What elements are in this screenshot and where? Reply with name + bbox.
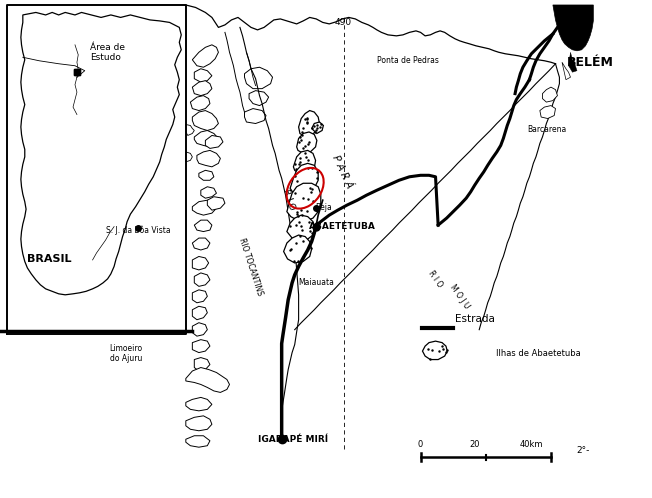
- Polygon shape: [249, 91, 269, 106]
- Text: Beja: Beja: [316, 203, 333, 212]
- Text: Limoeiro
do Ajuru: Limoeiro do Ajuru: [110, 344, 142, 363]
- Text: RIO TOCANTINS: RIO TOCANTINS: [237, 237, 265, 296]
- Polygon shape: [194, 358, 210, 371]
- Polygon shape: [190, 96, 210, 111]
- Polygon shape: [197, 150, 220, 167]
- Text: ABAETETUBA: ABAETETUBA: [309, 222, 376, 231]
- Polygon shape: [244, 67, 273, 89]
- Polygon shape: [553, 5, 593, 51]
- Polygon shape: [312, 122, 323, 133]
- Text: IGARAPÉ MIRÍ: IGARAPÉ MIRÍ: [258, 435, 329, 444]
- Text: Barcarena: Barcarena: [527, 125, 566, 134]
- Text: 0: 0: [418, 440, 423, 449]
- Polygon shape: [186, 368, 230, 392]
- Polygon shape: [21, 12, 181, 295]
- Polygon shape: [192, 200, 216, 215]
- Polygon shape: [569, 52, 577, 72]
- Polygon shape: [562, 62, 570, 80]
- Polygon shape: [186, 416, 212, 431]
- Text: R I O: R I O: [281, 188, 297, 211]
- Polygon shape: [192, 256, 209, 270]
- Text: Estrada: Estrada: [454, 314, 495, 324]
- Polygon shape: [194, 220, 212, 232]
- Polygon shape: [186, 436, 210, 447]
- Polygon shape: [205, 135, 223, 148]
- Polygon shape: [194, 69, 212, 82]
- Polygon shape: [290, 163, 318, 195]
- Polygon shape: [287, 183, 321, 221]
- Polygon shape: [186, 397, 212, 411]
- Text: S. J. da Bôa Vista: S. J. da Bôa Vista: [106, 225, 171, 235]
- Polygon shape: [540, 106, 556, 119]
- Polygon shape: [542, 87, 557, 102]
- Polygon shape: [194, 273, 210, 286]
- Text: Maiauata: Maiauata: [298, 278, 334, 287]
- Polygon shape: [299, 111, 319, 137]
- Text: M O J U: M O J U: [448, 282, 471, 310]
- Text: 40km: 40km: [520, 440, 543, 449]
- Polygon shape: [186, 124, 194, 135]
- Polygon shape: [192, 290, 207, 303]
- Polygon shape: [201, 187, 216, 198]
- Text: Área de
Estudo: Área de Estudo: [90, 43, 125, 62]
- Text: 20: 20: [469, 440, 480, 449]
- Text: 490: 490: [335, 18, 352, 27]
- Text: P A R Á: P A R Á: [331, 154, 354, 190]
- Text: BELÉM: BELÉM: [567, 56, 614, 69]
- Polygon shape: [192, 45, 218, 67]
- Polygon shape: [194, 130, 218, 147]
- Polygon shape: [207, 197, 225, 210]
- Polygon shape: [192, 238, 210, 250]
- Polygon shape: [192, 340, 210, 353]
- Text: BRASIL: BRASIL: [27, 254, 71, 264]
- Polygon shape: [293, 150, 316, 174]
- Polygon shape: [244, 109, 266, 124]
- Text: R I O: R I O: [426, 269, 445, 289]
- Polygon shape: [192, 111, 218, 130]
- Polygon shape: [192, 323, 207, 336]
- Text: Ponta de Pedras: Ponta de Pedras: [377, 56, 438, 65]
- Polygon shape: [192, 306, 207, 320]
- Polygon shape: [284, 235, 312, 263]
- Polygon shape: [297, 132, 317, 153]
- Polygon shape: [422, 341, 447, 360]
- Polygon shape: [287, 215, 315, 242]
- Polygon shape: [199, 170, 214, 180]
- Text: Ilhas de Abaetetuba: Ilhas de Abaetetuba: [496, 349, 580, 358]
- Text: 2°-: 2°-: [577, 446, 590, 455]
- Polygon shape: [186, 152, 192, 162]
- Polygon shape: [192, 81, 212, 96]
